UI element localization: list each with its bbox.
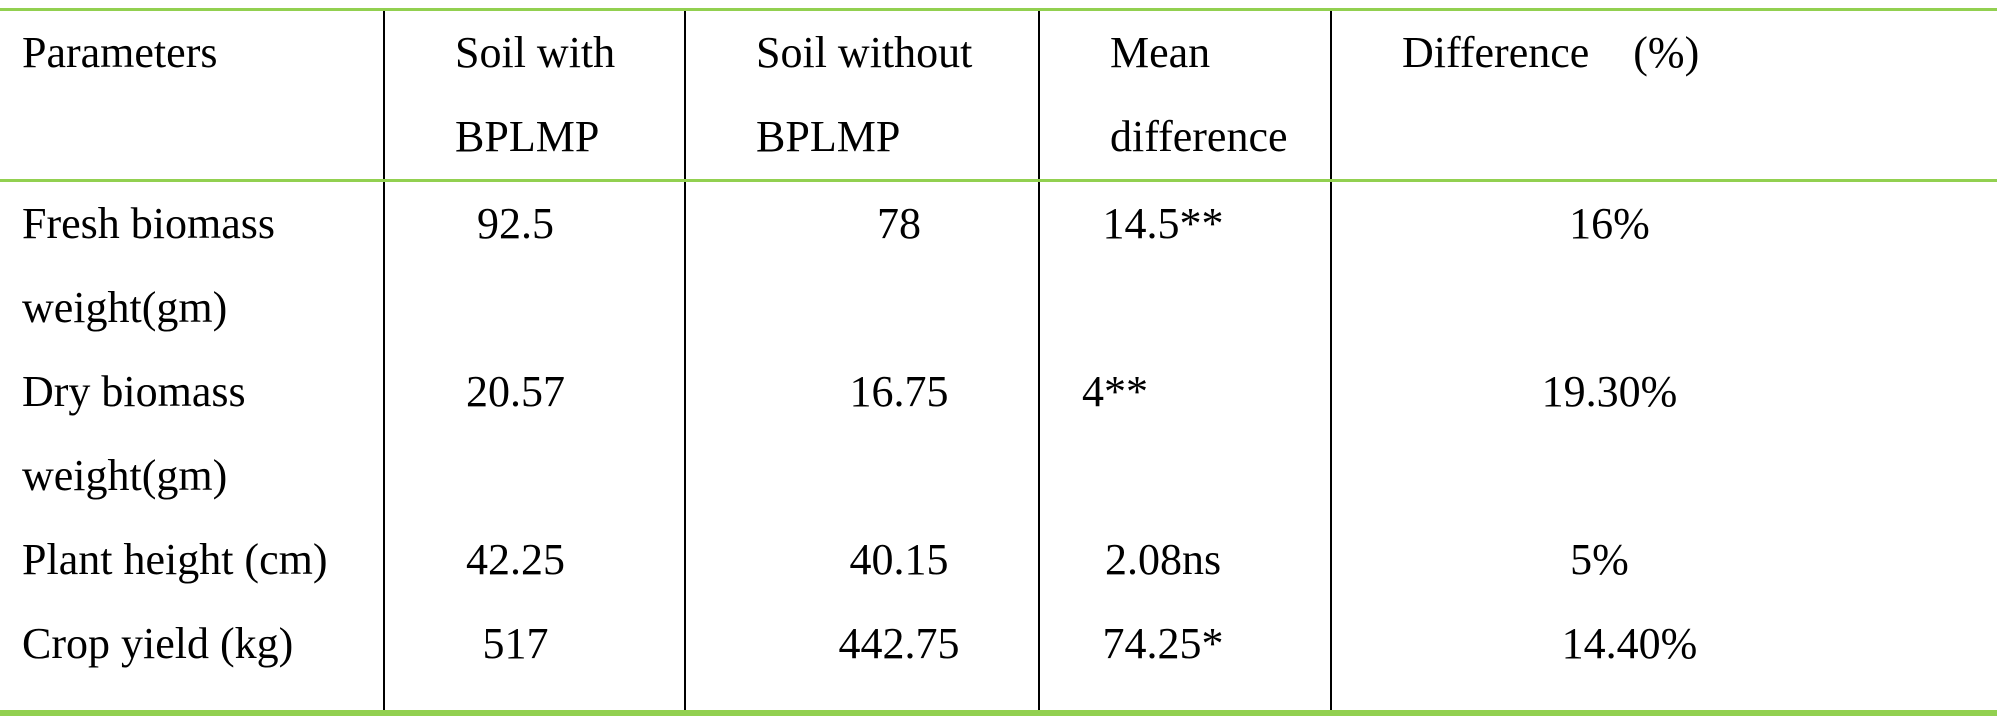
header-mean-difference-line2: difference <box>1110 112 1288 161</box>
cell-mean-difference: 14.5** <box>1038 180 1331 350</box>
header-soil-with: Soil with BPLMP <box>383 9 685 181</box>
cell-difference-pct: 16% <box>1330 180 1997 350</box>
header-difference-pct: Difference (%) <box>1330 9 1997 181</box>
parameter-line1: Dry biomass <box>22 367 246 416</box>
parameter-line2: weight(gm) <box>22 451 228 500</box>
parameter-line2: weight(gm) <box>22 283 228 332</box>
results-table: Parameters Soil with BPLMP Soil without … <box>0 8 1997 716</box>
header-soil-without-line2: BPLMP <box>756 112 901 161</box>
cell-difference-pct: 5% <box>1330 518 1997 602</box>
parameter-line1: Plant height (cm) <box>22 535 328 584</box>
cell-parameter: Plant height (cm) <box>0 518 384 602</box>
table-row: Fresh biomass weight(gm) 92.5 78 14.5** … <box>0 180 1997 351</box>
parameter-line1: Crop yield (kg) <box>22 619 294 668</box>
cell-mean-difference: 4** <box>1038 350 1331 518</box>
cell-soil-without: 78 <box>684 180 1039 350</box>
table-row: Plant height (cm) 42.25 40.15 2.08ns 5% <box>0 518 1997 602</box>
header-soil-with-line1: Soil with <box>455 28 616 77</box>
cell-soil-without: 16.75 <box>684 350 1039 518</box>
parameter-line1: Fresh biomass <box>22 199 275 248</box>
cell-soil-without: 442.75 <box>684 602 1039 713</box>
table-row: Crop yield (kg) 517 442.75 74.25* 14.40% <box>0 602 1997 713</box>
cell-soil-without: 40.15 <box>684 518 1039 602</box>
cell-parameter: Dry biomass weight(gm) <box>0 350 384 518</box>
header-soil-without-line1: Soil without <box>756 28 973 77</box>
cell-mean-difference: 74.25* <box>1038 602 1331 713</box>
cell-difference-pct: 14.40% <box>1330 602 1997 713</box>
cell-soil-with: 20.57 <box>383 350 685 518</box>
cell-parameter: Crop yield (kg) <box>0 602 384 713</box>
header-mean-difference: Mean difference <box>1038 9 1331 181</box>
header-difference-pct-line1: Difference (%) <box>1402 28 1700 77</box>
header-parameters-line1: Parameters <box>22 28 218 77</box>
header-parameters: Parameters <box>0 10 384 181</box>
cell-soil-with: 517 <box>383 602 685 713</box>
cell-mean-difference: 2.08ns <box>1038 518 1331 602</box>
header-soil-without: Soil without BPLMP <box>684 9 1039 181</box>
table-header-row: Parameters Soil with BPLMP Soil without … <box>0 9 1997 181</box>
table-row: Dry biomass weight(gm) 20.57 16.75 4** 1… <box>0 350 1997 518</box>
results-table-container: Parameters Soil with BPLMP Soil without … <box>0 9 1997 713</box>
header-mean-difference-line1: Mean <box>1110 28 1211 77</box>
cell-difference-pct: 19.30% <box>1330 350 1997 518</box>
header-soil-with-line2: BPLMP <box>455 112 600 161</box>
cell-soil-with: 92.5 <box>383 180 685 350</box>
cell-parameter: Fresh biomass weight(gm) <box>0 181 384 351</box>
cell-soil-with: 42.25 <box>383 518 685 602</box>
